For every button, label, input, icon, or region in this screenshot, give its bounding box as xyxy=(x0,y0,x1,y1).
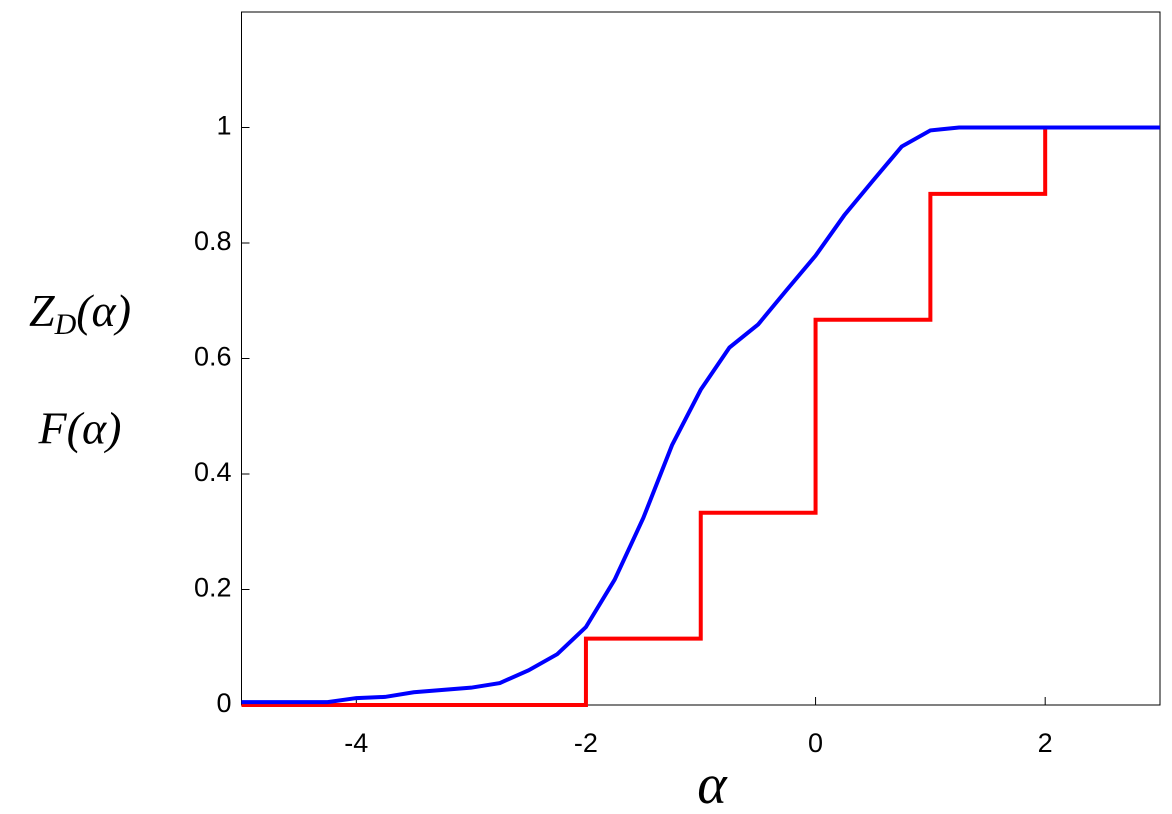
y-tick-label: 0.2 xyxy=(194,573,232,603)
x-tick-label: 2 xyxy=(1038,728,1053,758)
x-tick-label: -4 xyxy=(344,728,368,758)
y-tick-label: 0 xyxy=(216,688,231,718)
y-tick-label: 0.8 xyxy=(194,226,232,256)
x-tick-label: 0 xyxy=(808,728,823,758)
y-axis-label: F(α) xyxy=(38,403,122,454)
x-axis-label: α xyxy=(697,754,728,814)
series-line xyxy=(241,127,1048,707)
y-tick-label: 0.4 xyxy=(194,457,232,487)
y-tick-label: 1 xyxy=(216,111,231,141)
series-line xyxy=(241,125,1160,705)
y-axis-label: ZD(α) xyxy=(29,285,131,341)
x-tick-label: -2 xyxy=(574,728,598,758)
y-tick-label: 0.6 xyxy=(194,342,232,372)
